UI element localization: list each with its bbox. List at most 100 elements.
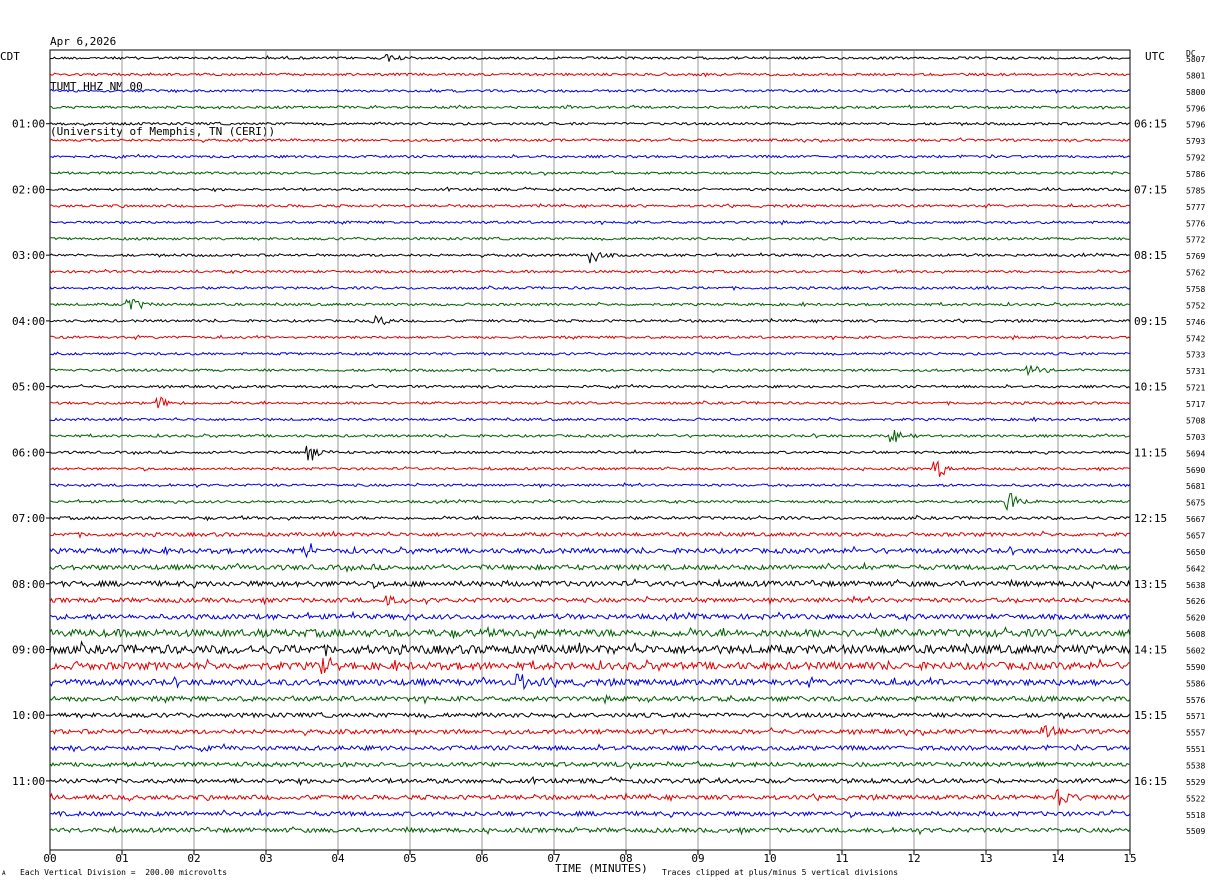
right-time-label: 13:15 [1134, 578, 1167, 591]
x-tick-label: 10 [763, 852, 776, 865]
seismic-trace [49, 775, 1131, 787]
x-tick-label: 03 [259, 852, 272, 865]
dc-offset-label: 5675 [1186, 499, 1205, 508]
x-tick-label: 07 [547, 852, 560, 865]
dc-offset-label: 5801 [1186, 71, 1205, 80]
seismic-trace [49, 530, 1131, 539]
x-tick-label: 09 [691, 852, 704, 865]
dc-offset-label: 5571 [1186, 712, 1205, 721]
right-time-label: 15:15 [1134, 709, 1167, 722]
seismic-trace [49, 365, 1131, 377]
left-time-label: 03:00 [12, 249, 45, 262]
left-time-label: 04:00 [12, 315, 45, 328]
dc-offset-label: 5590 [1186, 663, 1205, 672]
seismic-trace [49, 808, 1131, 819]
seismic-trace [49, 137, 1131, 143]
seismic-trace [49, 742, 1131, 753]
seismic-trace [49, 625, 1131, 640]
dc-offset-label: 5800 [1186, 88, 1205, 97]
corner-mark: A [2, 870, 6, 877]
right-time-label: 07:15 [1134, 183, 1167, 196]
seismic-trace [49, 711, 1131, 720]
clip-note: Traces clipped at plus/minus 5 vertical … [662, 868, 899, 877]
dc-offset-label: 5742 [1186, 334, 1205, 343]
title-block: Apr 6,2026 TUMT HHZ NM 00 (University of… [50, 4, 275, 154]
seismic-trace [49, 788, 1131, 806]
seismic-trace [49, 760, 1130, 770]
right-time-label: 14:15 [1134, 643, 1167, 656]
dc-offset-label: 5777 [1186, 203, 1205, 212]
dc-offset-label: 5642 [1186, 564, 1205, 573]
seismic-trace [49, 396, 1131, 409]
dc-offset-label: 5785 [1186, 186, 1205, 195]
left-time-label: 05:00 [12, 381, 45, 394]
right-time-label: 06:15 [1134, 118, 1167, 131]
x-axis-title: TIME (MINUTES) [555, 862, 648, 875]
seismic-trace [49, 482, 1131, 489]
dc-offset-label: 5602 [1186, 646, 1205, 655]
seismic-trace [49, 610, 1131, 622]
seismic-trace [49, 445, 1131, 461]
seismic-trace [49, 673, 1131, 691]
seismic-trace [49, 298, 1131, 310]
x-tick-label: 14 [1051, 852, 1065, 865]
dc-offset-label: 5733 [1186, 351, 1205, 360]
dc-offset-label: 5776 [1186, 219, 1205, 228]
left-time-label: 10:00 [12, 709, 45, 722]
dc-offset-label: 5626 [1186, 597, 1205, 606]
x-tick-label: 12 [907, 852, 920, 865]
dc-offset-label: 5657 [1186, 531, 1205, 540]
right-time-label: 09:15 [1134, 315, 1167, 328]
seismic-trace [49, 186, 1131, 193]
x-tick-label: 11 [835, 852, 848, 865]
dc-offset-label: 5786 [1186, 170, 1205, 179]
dc-offset-label: 5551 [1186, 745, 1205, 754]
seismic-trace [49, 153, 1131, 160]
right-time-label: 10:15 [1134, 381, 1167, 394]
seismic-trace [49, 460, 1131, 477]
dc-offset-label: 5538 [1186, 761, 1205, 770]
x-tick-label: 08 [619, 852, 632, 865]
x-tick-label: 06 [475, 852, 488, 865]
left-timezone-label: CDT [0, 50, 20, 63]
seismic-trace [49, 268, 1131, 275]
dc-offset-label: 5557 [1186, 729, 1205, 738]
dc-offset-label: 5758 [1186, 285, 1205, 294]
seismic-trace [49, 314, 1131, 326]
seismic-trace [49, 351, 1131, 357]
left-time-label: 02:00 [12, 183, 45, 196]
plot-frame [49, 49, 1131, 851]
seismic-trace [49, 640, 1131, 657]
seismic-trace [49, 104, 1131, 110]
seismic-trace [49, 71, 1131, 78]
dc-offset-label: 5772 [1186, 236, 1205, 245]
dc-offset-label: 5752 [1186, 301, 1205, 310]
dc-offset-label: 5694 [1186, 449, 1205, 458]
dc-offset-label: 5793 [1186, 137, 1205, 146]
dc-offset-label: 5769 [1186, 252, 1205, 261]
dc-offset-label: 5796 [1186, 104, 1205, 113]
seismic-trace [49, 121, 1131, 127]
date-label: Apr 6,2026 [50, 35, 117, 48]
x-tick-label: 00 [43, 852, 56, 865]
dc-offset-label: 5522 [1186, 794, 1205, 803]
x-tick-label: 05 [403, 852, 416, 865]
scale-note: Each Vertical Division = 200.00 microvol… [20, 868, 228, 877]
seismic-trace [49, 285, 1131, 292]
dc-offset-label: 5620 [1186, 614, 1205, 623]
dc-offset-label: 5667 [1186, 515, 1205, 524]
dc-offset-label: 5681 [1186, 482, 1205, 491]
dc-offset-label: 5746 [1186, 318, 1205, 327]
seismic-trace [49, 383, 1131, 390]
dc-offset-label: 5576 [1186, 696, 1205, 705]
seismic-trace [49, 725, 1131, 738]
right-time-label: 16:15 [1134, 775, 1167, 788]
right-time-label: 08:15 [1134, 249, 1167, 262]
seismic-trace [49, 493, 1130, 512]
dc-offset-label: 5638 [1186, 581, 1205, 590]
dc-offset-label: 5708 [1186, 416, 1205, 425]
seismic-trace [49, 54, 1131, 62]
x-tick-label: 15 [1123, 852, 1136, 865]
dc-offset-label: 5509 [1186, 827, 1205, 836]
dc-offset-label: 5717 [1186, 400, 1205, 409]
